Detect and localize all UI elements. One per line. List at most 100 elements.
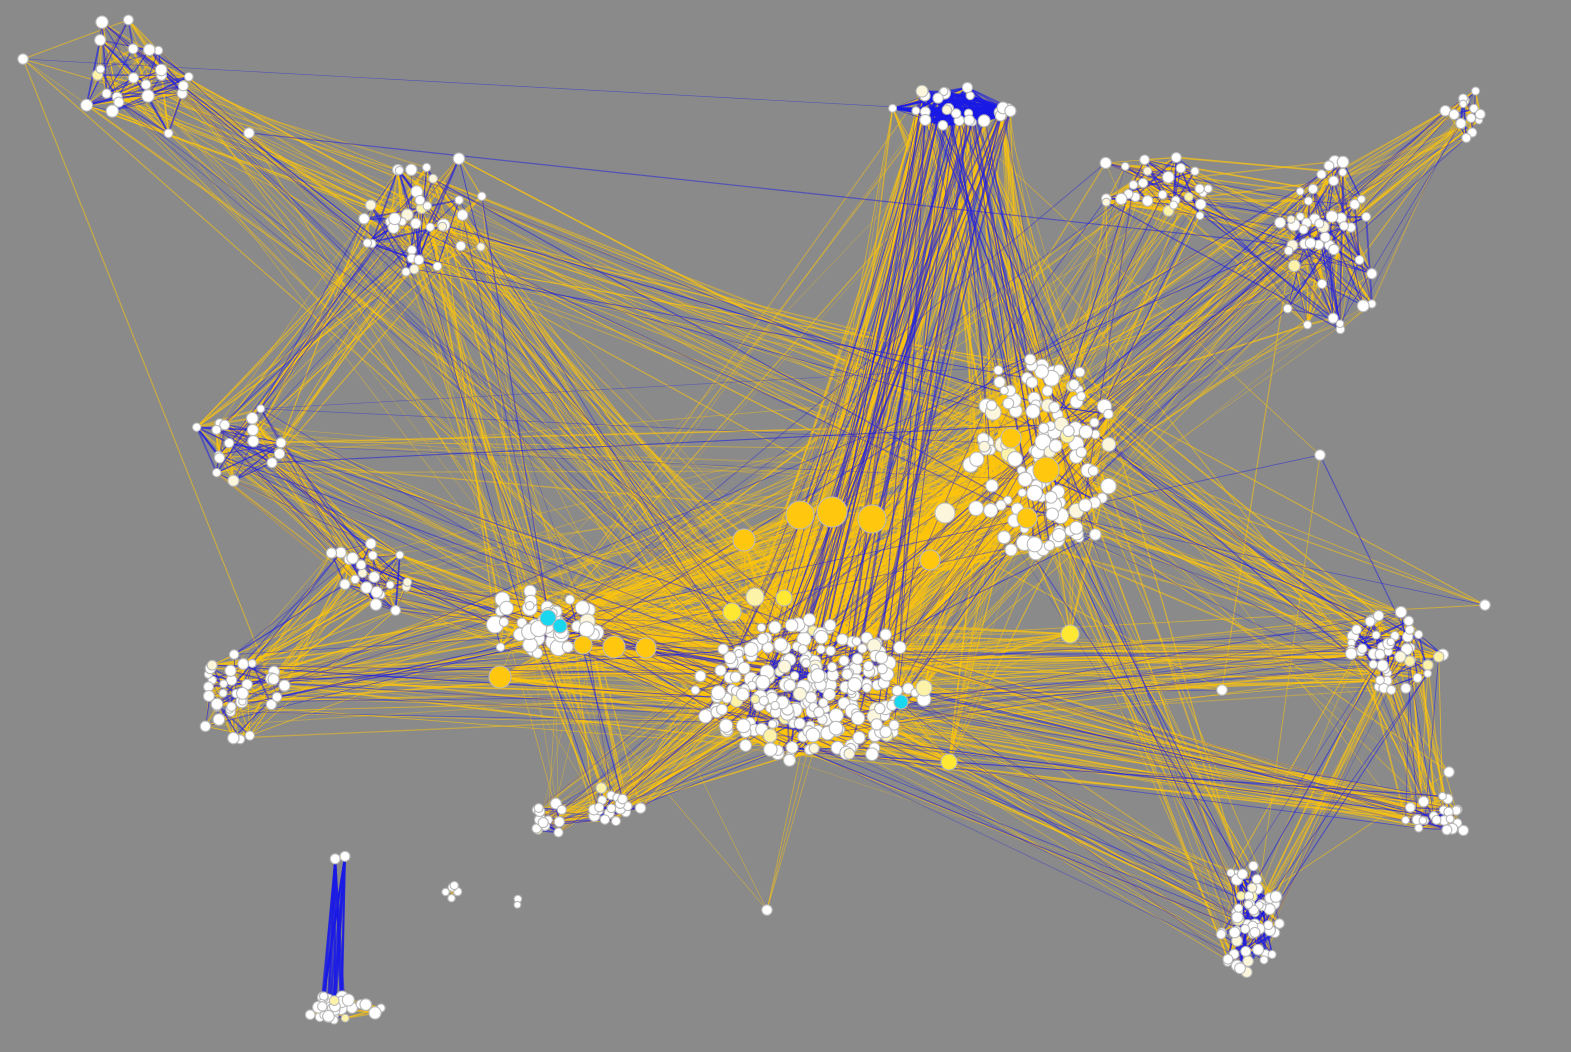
edge-yellow (280, 218, 365, 443)
edge-yellow (22, 19, 129, 60)
edge-yellow (582, 458, 1038, 646)
edge-yellow (211, 584, 391, 666)
edge-yellow (22, 58, 400, 172)
edge-yellow (399, 170, 501, 612)
edge-yellow (230, 711, 727, 727)
edge-yellow (99, 39, 162, 77)
edge-yellow (538, 110, 1446, 630)
edge-yellow (219, 169, 399, 424)
edge-yellow (458, 158, 483, 197)
edge-yellow (1053, 407, 1240, 909)
edge-yellow (1051, 377, 1374, 655)
edge-yellow (608, 677, 731, 814)
edge-yellow (1056, 98, 1464, 540)
edge-yellow (1371, 100, 1465, 305)
edge-yellow (22, 58, 775, 724)
edge-yellow (421, 207, 1077, 445)
edge-yellow (253, 196, 483, 442)
edge-yellow (273, 598, 503, 673)
edge-yellow (371, 243, 530, 606)
edge-yellow (553, 120, 1480, 642)
edge-yellow (1075, 98, 1464, 457)
edge-yellow (1075, 456, 1386, 670)
edge-yellow (948, 552, 1037, 763)
edge-yellow (1073, 184, 1135, 385)
edge-yellow (212, 630, 530, 666)
edge-yellow (230, 587, 367, 672)
edge-blue (86, 84, 184, 107)
edge-yellow (999, 115, 1043, 367)
edge-yellow (1162, 194, 1309, 326)
edge-yellow (188, 76, 250, 134)
edge-yellow (1417, 634, 1438, 820)
edge-yellow (538, 621, 588, 831)
edge-yellow (432, 178, 1059, 493)
edge-yellow (370, 191, 417, 206)
edge-yellow (985, 248, 1335, 451)
edge-yellow (1180, 167, 1209, 190)
edge-yellow (1007, 402, 1425, 803)
edge-yellow (731, 425, 1051, 613)
edge-yellow (1084, 184, 1134, 506)
edge-yellow (196, 195, 483, 428)
edge-yellow (888, 662, 1406, 821)
edge-yellow (849, 671, 1449, 813)
edge-yellow (1075, 527, 1258, 889)
edge-yellow (458, 158, 1041, 467)
edge-yellow (825, 708, 1458, 811)
edge-yellow (216, 405, 987, 705)
edge-yellow (363, 218, 1223, 691)
edge-yellow (817, 731, 950, 763)
edge-yellow (1333, 110, 1446, 182)
edge-yellow (251, 417, 372, 545)
edge-yellow (559, 369, 999, 627)
edge-yellow (1049, 170, 1148, 452)
edge-yellow (559, 625, 773, 725)
edge-blue (147, 95, 170, 134)
edge-yellow (1144, 159, 1314, 190)
edge-yellow (789, 759, 1280, 924)
edge-yellow (1383, 687, 1453, 830)
edge-yellow (556, 107, 1004, 612)
edge-yellow (858, 737, 1238, 966)
edge-yellow (1258, 646, 1383, 906)
edge-yellow (559, 369, 1060, 627)
edge-yellow (360, 564, 551, 616)
edge-yellow (1094, 501, 1352, 655)
edge-yellow (882, 648, 1363, 670)
edge-blue (145, 50, 159, 85)
edge-yellow (260, 257, 413, 410)
edge-yellow (587, 620, 1352, 655)
edge-yellow (900, 549, 1012, 703)
edge-yellow (871, 405, 1049, 520)
edge-yellow (529, 644, 560, 822)
edge-blue (118, 101, 169, 135)
edge-yellow (923, 365, 1033, 689)
edge-yellow (777, 752, 950, 763)
edge-yellow (1049, 204, 1202, 452)
edge-yellow (1176, 156, 1343, 174)
edge-yellow (1041, 365, 1386, 670)
edge-yellow (529, 644, 601, 808)
edge-blue (167, 93, 184, 134)
edge-yellow (1051, 513, 1381, 655)
edge-yellow (1125, 165, 1181, 169)
edge-yellow (1093, 470, 1402, 613)
edge-yellow (242, 628, 553, 694)
edge-blue (106, 48, 134, 94)
edge-yellow (731, 476, 1047, 613)
edge-yellow (1057, 491, 1352, 650)
edge-yellow (1002, 444, 1222, 935)
edge-yellow (418, 259, 1060, 371)
edge-yellow (429, 227, 532, 602)
edge-yellow (899, 633, 1071, 651)
edge-yellow (394, 218, 1058, 416)
edge-yellow (224, 226, 443, 426)
edge-yellow (331, 552, 556, 623)
edge-yellow (923, 434, 1097, 689)
edge-yellow (832, 117, 1472, 676)
edge-yellow (161, 74, 1486, 606)
edge-yellow (228, 242, 368, 444)
edge-yellow (1104, 215, 1201, 407)
